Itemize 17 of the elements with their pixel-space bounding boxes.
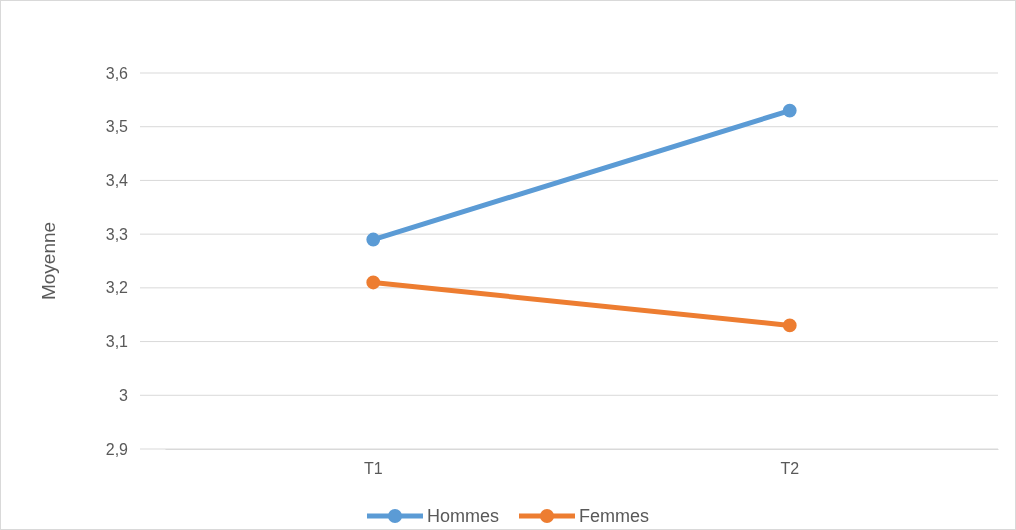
y-tick-label: 2,9 bbox=[105, 440, 129, 458]
point bbox=[782, 318, 797, 333]
legend-label: Hommes bbox=[426, 506, 499, 526]
y-tick-label: 3,1 bbox=[105, 333, 129, 351]
x-tick-label: T1 bbox=[363, 460, 383, 478]
y-axis-title: Moyenne bbox=[38, 221, 59, 301]
y-tick-label: 3,6 bbox=[105, 64, 129, 82]
y-tick-label: 3,4 bbox=[105, 172, 129, 190]
y-tick-label: 3,5 bbox=[105, 118, 129, 136]
point bbox=[366, 275, 381, 290]
x-tick-label: T2 bbox=[780, 460, 800, 478]
y-tick-label: 3,3 bbox=[105, 225, 129, 243]
point bbox=[782, 103, 797, 118]
y-tick-label: 3 bbox=[119, 386, 129, 404]
y-tick-label: 3,2 bbox=[105, 279, 129, 297]
legend-label: Femmes bbox=[579, 506, 650, 526]
point bbox=[366, 232, 381, 247]
